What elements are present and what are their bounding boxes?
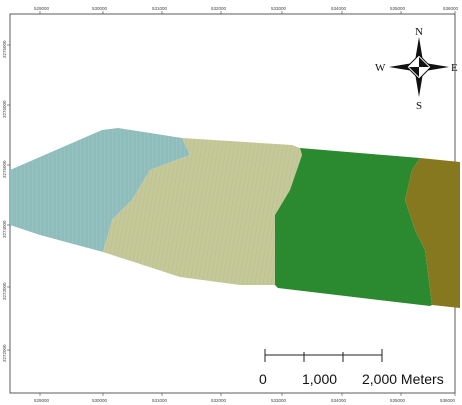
- scale-bar: 0 1,000 2,000 Meters: [259, 349, 444, 387]
- bottom-axis-label: 530000: [92, 398, 108, 403]
- left-axis-label: 3275000: [2, 160, 7, 178]
- zone-teal: [10, 128, 190, 252]
- zone-olive: [405, 158, 460, 308]
- top-axis-label: 534000: [331, 6, 347, 11]
- top-axis-label: 529000: [34, 6, 50, 11]
- top-axis-label: 530000: [92, 6, 108, 11]
- bottom-ticks: [39, 393, 456, 396]
- bottom-axis-label: 535000: [390, 398, 406, 403]
- left-ticks: [7, 44, 10, 351]
- left-axis-label: 3274000: [2, 220, 7, 238]
- left-axis-label: 3276000: [2, 100, 7, 118]
- compass-west-label: W: [375, 62, 386, 74]
- bottom-axis-label: 536000: [440, 398, 456, 403]
- top-axis-label: 536000: [443, 6, 459, 11]
- bottom-axis-label: 533000: [271, 398, 287, 403]
- compass-east-label: E: [451, 62, 458, 74]
- compass-south-label: S: [416, 100, 422, 112]
- left-axis-labels: 3275000 3276000 3275000 3274000 3273000 …: [2, 40, 7, 362]
- bottom-axis-label: 534000: [331, 398, 347, 403]
- top-axis-labels: 529000 530000 531000 532000 533000 53400…: [34, 6, 459, 11]
- compass-north-label: N: [415, 26, 423, 38]
- top-ticks: [39, 11, 456, 14]
- top-axis-label: 535000: [390, 6, 406, 11]
- bottom-axis-labels: 529000 530000 531000 532000 533000 53400…: [34, 398, 456, 403]
- top-axis-label: 532000: [211, 6, 227, 11]
- north-arrow: N S E W: [375, 26, 458, 112]
- scale-label-zero: 0: [259, 371, 267, 387]
- bottom-axis-label: 532000: [211, 398, 227, 403]
- top-axis-label: 531000: [152, 6, 168, 11]
- zone-light-olive: [103, 138, 302, 285]
- left-axis-label: 3273000: [2, 282, 7, 300]
- bottom-axis-label: 529000: [34, 398, 50, 403]
- top-axis-label: 533000: [271, 6, 287, 11]
- scale-label-2000: 2,000 Meters: [362, 371, 444, 387]
- zone-green: [275, 148, 432, 306]
- map-zones: [10, 128, 460, 308]
- scale-label-1000: 1,000: [302, 371, 337, 387]
- bottom-axis-label: 531000: [152, 398, 168, 403]
- left-axis-label: 3275000: [2, 40, 7, 58]
- left-axis-label: 3272000: [2, 344, 7, 362]
